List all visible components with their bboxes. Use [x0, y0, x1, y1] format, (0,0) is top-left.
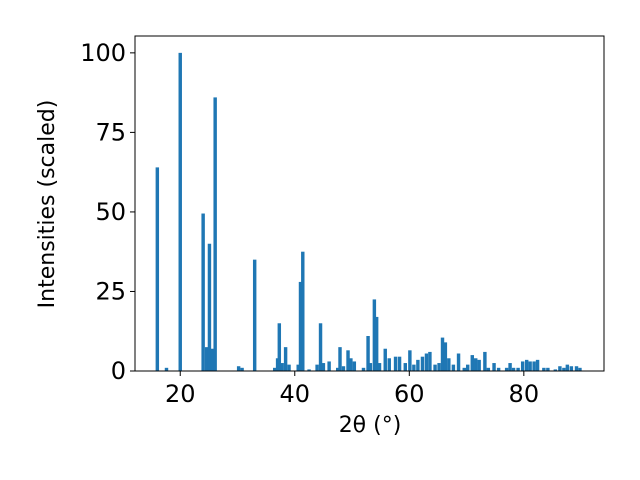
- bar: [383, 348, 387, 371]
- bar: [298, 281, 303, 371]
- bar: [366, 336, 370, 371]
- bar: [492, 363, 496, 371]
- bar: [504, 367, 509, 371]
- bar: [377, 363, 382, 371]
- bar: [178, 52, 182, 371]
- bar: [164, 367, 169, 371]
- bar: [558, 366, 562, 371]
- y-tick-label: 25: [95, 277, 126, 305]
- bar: [443, 342, 448, 371]
- bar: [437, 363, 441, 371]
- bar: [240, 367, 244, 371]
- bar: [387, 358, 391, 371]
- bar: [338, 347, 342, 371]
- bar: [315, 364, 319, 371]
- bar: [361, 367, 366, 371]
- y-tick-label: 100: [80, 39, 126, 67]
- bar: [321, 363, 326, 371]
- bar: [569, 366, 574, 371]
- bar: [213, 97, 217, 371]
- bar: [524, 359, 529, 371]
- bar: [486, 367, 491, 371]
- bar: [287, 364, 291, 371]
- bar: [496, 367, 501, 371]
- bar: [451, 364, 456, 371]
- bar: [372, 299, 377, 371]
- bar: [318, 323, 323, 371]
- bar: [532, 361, 536, 371]
- bar: [393, 356, 398, 371]
- bar: [477, 359, 481, 371]
- bar: [252, 259, 257, 371]
- y-tick-label: 75: [95, 118, 126, 146]
- bar: [296, 364, 300, 371]
- x-tick-label: 60: [394, 380, 425, 408]
- bar: [210, 348, 215, 371]
- bar: [283, 347, 288, 371]
- bar: [416, 359, 420, 371]
- bar: [273, 367, 277, 371]
- y-tick-label: 0: [111, 357, 126, 385]
- bar: [374, 316, 379, 371]
- bar: [155, 167, 160, 371]
- bar: [470, 355, 475, 371]
- bar: [520, 361, 525, 371]
- bar: [368, 363, 373, 371]
- x-axis-label: 2θ (°): [339, 413, 402, 438]
- x-tick-label: 20: [165, 380, 196, 408]
- bar: [535, 359, 540, 371]
- bar: [508, 363, 512, 371]
- bar: [204, 347, 209, 371]
- bar: [428, 351, 432, 371]
- bar: [327, 361, 331, 371]
- bar: [528, 361, 532, 371]
- x-tick-label: 80: [509, 380, 540, 408]
- bar: [207, 243, 212, 371]
- bar: [201, 213, 205, 371]
- bar: [516, 367, 520, 371]
- bar: [456, 353, 461, 371]
- bar: [307, 369, 311, 371]
- bar: [562, 367, 566, 371]
- bar: [352, 361, 357, 371]
- bar: [546, 367, 550, 371]
- bar: [440, 337, 445, 371]
- bar: [424, 353, 429, 371]
- bar: [346, 350, 350, 371]
- bar: [301, 251, 305, 371]
- y-tick-label: 50: [95, 198, 126, 226]
- bar: [236, 366, 241, 371]
- bar: [397, 356, 402, 371]
- bar: [408, 350, 412, 371]
- x-tick-label: 40: [279, 380, 310, 408]
- bar: [280, 363, 284, 371]
- y-axis-label: Intensities (scaled): [35, 100, 60, 309]
- plot-frame: [134, 35, 605, 372]
- bar: [412, 364, 416, 371]
- bar: [349, 358, 353, 371]
- bar: [483, 351, 487, 371]
- bar: [511, 367, 516, 371]
- bar: [336, 367, 340, 371]
- bar: [433, 364, 437, 371]
- bar: [465, 364, 470, 371]
- bar: [553, 369, 558, 371]
- bar: [341, 366, 346, 371]
- bar: [565, 364, 570, 371]
- bar: [403, 363, 408, 371]
- bar: [420, 356, 425, 371]
- bar: [474, 358, 478, 371]
- bar: [574, 366, 579, 371]
- bar: [542, 367, 546, 371]
- bar: [578, 367, 582, 371]
- bar: [447, 358, 451, 371]
- bar: [277, 323, 282, 371]
- bar: [462, 367, 466, 371]
- bar: [275, 358, 280, 371]
